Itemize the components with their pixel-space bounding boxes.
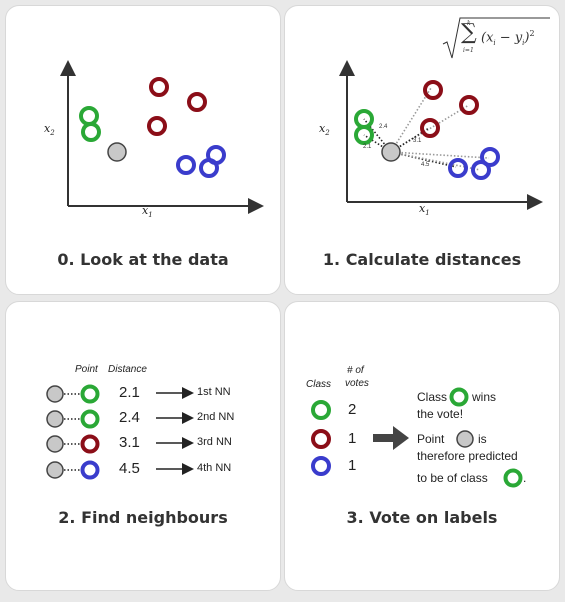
neighbour-rank: 3rd NN <box>197 436 232 448</box>
red-point <box>187 92 207 112</box>
panel-caption: 2. Find neighbours <box>58 508 228 527</box>
y-axis-letter: x <box>319 122 326 135</box>
red-point <box>147 116 167 136</box>
neighbour-rank: 1st NN <box>197 386 231 398</box>
formula-radical <box>442 17 550 59</box>
blue-point <box>176 155 196 175</box>
y-axis-subscript: 2 <box>50 129 55 138</box>
sum-sign: ∑ <box>461 20 477 45</box>
query-point <box>107 142 127 162</box>
scatter-plot-distances <box>339 17 550 210</box>
distance-label: 3.1 <box>413 138 422 144</box>
panel-caption: 3. Vote on labels <box>346 508 498 527</box>
x-axis-subscript: 1 <box>425 209 430 218</box>
red-point <box>459 95 479 115</box>
red-point <box>420 118 440 138</box>
neighbour-row-1-graphic <box>46 384 194 404</box>
distance-label: 2.1 <box>363 144 372 150</box>
vote-class-green-icon <box>311 400 331 420</box>
neighbour-row-2-graphic <box>46 409 194 429</box>
formula-part: ) <box>524 30 530 46</box>
result-period: . <box>523 471 527 485</box>
x-axis-subscript: 1 <box>148 211 153 220</box>
result-arrow-icon <box>373 426 409 450</box>
query-point-icon <box>456 430 474 448</box>
blue-point <box>471 160 491 180</box>
panel-vote-on-labels: Class # of votes 2 1 1 Class wins the vo… <box>284 301 560 591</box>
neighbour-distance: 4.5 <box>119 460 140 477</box>
green-point <box>354 125 374 145</box>
vote-class-blue-icon <box>311 456 331 476</box>
formula-subscript: i <box>522 38 525 47</box>
blue-point <box>448 158 468 178</box>
vote-count: 1 <box>348 430 357 447</box>
vote-count: 2 <box>348 401 357 418</box>
vote-class-red-icon <box>311 429 331 449</box>
header-votes-line2: votes <box>345 378 369 389</box>
header-distance: Distance <box>108 364 147 375</box>
green-point <box>81 122 101 142</box>
neighbour-row-4-graphic <box>46 460 194 480</box>
header-point: Point <box>75 364 98 375</box>
result-is: is <box>478 432 487 446</box>
formula-subscript: i <box>493 38 496 47</box>
panel-find-neighbours: Point Distance 2.1 2.4 3.1 4.5 1st NN 2n… <box>5 301 281 591</box>
result-line2: the vote! <box>417 407 464 421</box>
panel-look-at-data: x2 x1 0. Look at the data <box>5 5 281 295</box>
neighbour-distance: 2.1 <box>119 384 140 401</box>
red-point <box>149 77 169 97</box>
blue-point <box>480 147 500 167</box>
formula-body: (xi − yi)2 <box>481 29 535 47</box>
result-wins: wins <box>472 390 497 404</box>
sum-lower-limit: i=1 <box>463 47 474 54</box>
formula-part: − y <box>495 30 523 46</box>
query-point <box>381 142 401 162</box>
neighbour-rank: 2nd NN <box>197 411 235 423</box>
result-line5: to be of class <box>417 471 488 485</box>
formula-exponent: 2 <box>529 29 535 38</box>
result-point-word: Point <box>417 432 445 446</box>
header-votes-line1: # of <box>347 365 364 376</box>
vote-graphic <box>311 387 523 488</box>
x-axis-letter: x <box>419 202 426 215</box>
scatter-plot-initial <box>60 60 264 214</box>
panel-caption: 1. Calculate distances <box>322 250 522 269</box>
formula-part: (x <box>481 30 494 46</box>
winning-class-icon <box>449 387 469 407</box>
y-axis-label: x2 <box>44 122 55 137</box>
neighbour-rank: 4th NN <box>197 462 232 474</box>
y-axis-label: x2 <box>319 122 330 137</box>
distance-label: 2.4 <box>379 124 388 130</box>
panel-caption: 0. Look at the data <box>57 250 229 269</box>
neighbour-distance: 2.4 <box>119 409 140 426</box>
x-axis-letter: x <box>142 204 149 217</box>
green-point <box>79 106 99 126</box>
distance-label: 4.5 <box>421 162 430 168</box>
neighbour-list-graphic <box>46 384 194 480</box>
x-axis-label: x1 <box>142 204 153 219</box>
neighbour-distance: 3.1 <box>119 434 140 451</box>
x-axis-label: x1 <box>419 202 430 217</box>
result-line4: therefore predicted <box>417 449 518 463</box>
vote-count: 1 <box>348 457 357 474</box>
red-point <box>423 80 443 100</box>
predicted-class-icon <box>503 468 523 488</box>
distance-formula: k ∑ i=1 (xi − yi)2 <box>461 20 551 70</box>
result-class-word: Class <box>417 390 448 404</box>
blue-point <box>206 145 226 165</box>
header-class: Class <box>306 379 332 390</box>
y-axis-subscript: 2 <box>325 129 330 138</box>
y-axis-letter: x <box>44 122 51 135</box>
neighbour-row-3-graphic <box>46 434 194 454</box>
panel-calculate-distances: x2 x1 2.4 2.1 3.1 4.5 k ∑ i=1 (xi − yi)2… <box>284 5 560 295</box>
sum-upper-limit: k <box>467 20 471 27</box>
